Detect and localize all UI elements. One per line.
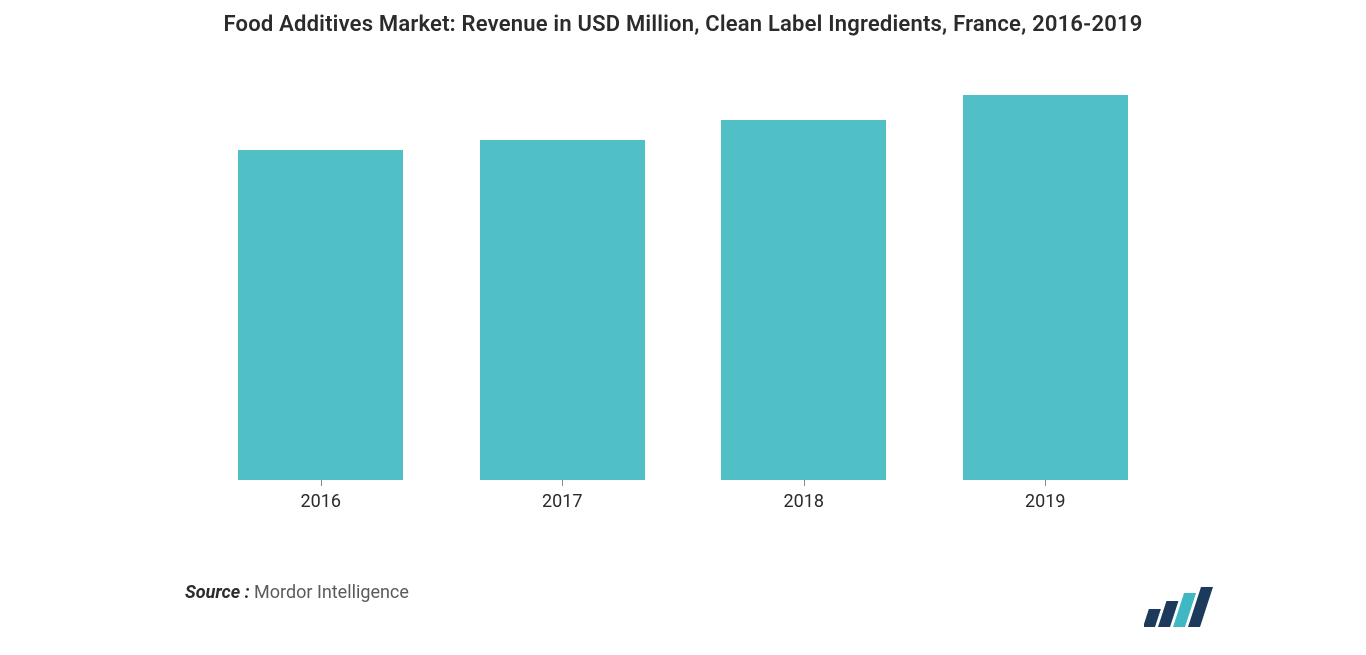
- bar-slot: 2019: [925, 95, 1167, 480]
- x-tick: [1045, 480, 1046, 486]
- bar: [963, 95, 1128, 480]
- x-axis-label: 2018: [784, 491, 824, 512]
- plot-area: 2016201720182019: [200, 70, 1166, 480]
- bar: [721, 120, 886, 480]
- bars-group: 2016201720182019: [200, 80, 1166, 480]
- source-value: Mordor Intelligence: [254, 582, 409, 603]
- x-axis-label: 2016: [301, 491, 341, 512]
- source-label: Source :: [185, 582, 250, 603]
- x-tick: [562, 480, 563, 486]
- bar: [238, 150, 403, 480]
- bar-slot: 2016: [200, 150, 442, 480]
- bar-slot: 2018: [683, 120, 925, 480]
- chart-container: Food Additives Market: Revenue in USD Mi…: [0, 0, 1366, 655]
- x-axis-label: 2017: [542, 491, 582, 512]
- source-line: Source : Mordor Intelligence: [185, 582, 409, 603]
- x-tick: [804, 480, 805, 486]
- x-tick: [321, 480, 322, 486]
- x-axis-label: 2019: [1025, 491, 1065, 512]
- bar-slot: 2017: [442, 140, 684, 480]
- mordor-logo: [1144, 587, 1216, 627]
- chart-title: Food Additives Market: Revenue in USD Mi…: [0, 12, 1366, 37]
- bar: [480, 140, 645, 480]
